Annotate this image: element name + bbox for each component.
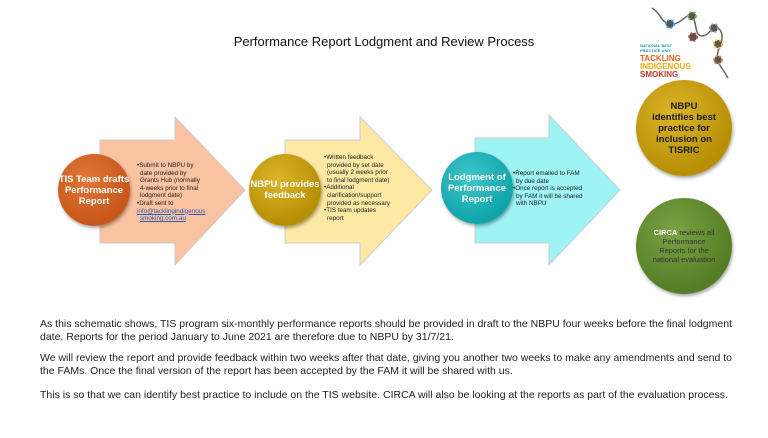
step-2-circle: NBPU provides feedback (249, 154, 321, 226)
step-2-bullets: •Written feedback provided by set date (… (324, 154, 394, 222)
arrow-step-3 (474, 113, 621, 267)
page-title: Performance Report Lodgment and Review P… (233, 34, 535, 49)
logo-line: SMOKING (640, 70, 679, 79)
paragraph: This is so that we can identify best pra… (40, 389, 728, 401)
step-1-label: TIS Team drafts Performance Report (58, 173, 130, 207)
logo-subtitle: NATIONAL BEST PRACTICE UNIT (640, 43, 673, 53)
arrow-step-2 (284, 115, 433, 267)
step-2-label: NBPU provides feedback (250, 179, 320, 201)
process-arrows (99, 113, 621, 267)
bullet: •Submit to NBPU by date provided by Gran… (137, 162, 200, 200)
bullet: •TIS team updates report (324, 207, 376, 222)
step-3-bullets: •Report emailed to FAM by due date •Once… (513, 170, 583, 208)
outcome-circa-label: CIRCA reviews all Performance Reports fo… (652, 228, 716, 264)
arrow-step-1 (99, 115, 246, 267)
bullet: •Additional clarification/support provid… (324, 184, 391, 207)
tackling-indigenous-smoking-logo: NATIONAL BEST PRACTICE UNIT TACKLING IND… (632, 2, 752, 82)
paragraph: We will review the report and provide fe… (40, 352, 733, 377)
step-3-circle: Lodgment of Performance Report (441, 152, 513, 224)
outcome-nbpu-label: NBPU identifies best practice for inclus… (652, 100, 716, 156)
step-3-label: Lodgment of Performance Report (447, 171, 507, 205)
logo-dots-icon (651, 7, 729, 79)
paragraph: As this schematic shows, TIS program six… (40, 318, 732, 343)
step-1-circle: TIS Team drafts Performance Report (58, 154, 130, 226)
bullet: •Once report is accepted by FAM it will … (513, 185, 583, 208)
bullet: •Written feedback provided by set date (… (324, 154, 390, 184)
outcome-circa-circle: CIRCA reviews all Performance Reports fo… (636, 198, 732, 294)
email-link[interactable]: info@tacklingindigenoussmoking.com.au (137, 207, 206, 223)
bullet: •Report emailed to FAM by due date (513, 170, 580, 185)
logo-line: INDIGENOUS (640, 62, 691, 71)
logo-line: TACKLING (640, 54, 681, 63)
outcome-nbpu-circle: NBPU identifies best practice for inclus… (636, 80, 732, 176)
step-1-bullets: •Submit to NBPU by date provided by Gran… (137, 162, 207, 223)
bullet: •Draft sent to (137, 199, 174, 207)
